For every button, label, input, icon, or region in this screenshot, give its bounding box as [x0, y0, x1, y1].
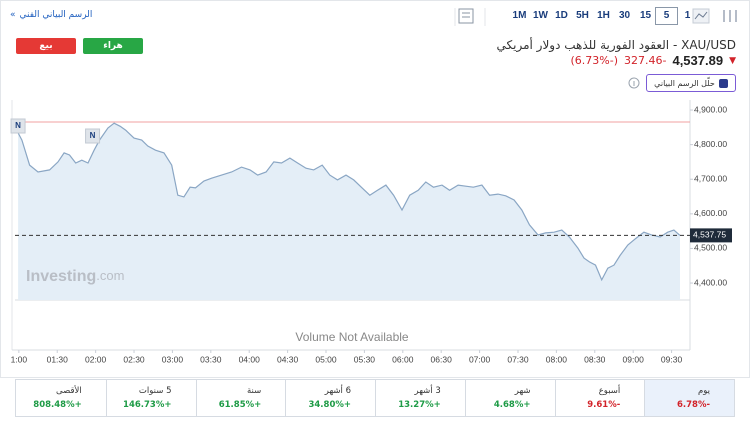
period-change: -9.61%: [587, 400, 621, 410]
interval-button[interactable]: 1W: [533, 10, 548, 21]
performance-cell[interactable]: 3 أشهر +13.27%: [375, 380, 465, 416]
news-marker: [10, 118, 26, 134]
period-label: سنة: [247, 386, 262, 396]
y-tick-label: 4,500.00: [694, 243, 727, 253]
interval-button[interactable]: 1D: [555, 10, 568, 21]
buy-button[interactable]: هراء: [83, 38, 143, 54]
period-change: +34.80%: [308, 400, 351, 410]
period-label: 5 سنوات: [138, 386, 172, 396]
x-tick-label: 05:30: [354, 354, 376, 364]
period-change: +146.73%: [123, 400, 172, 410]
interval-button[interactable]: 30: [618, 10, 631, 21]
x-tick-label: 08:30: [584, 354, 606, 364]
performance-cell[interactable]: 5 سنوات +146.73%: [105, 380, 196, 416]
area-chart-icon-line: [694, 11, 708, 20]
interval-button[interactable]: 5: [655, 7, 678, 25]
x-tick-label: 1:00: [11, 354, 28, 364]
news-marker-label: N: [15, 121, 21, 130]
change-percent: (-6.73%): [570, 54, 618, 67]
interval-button[interactable]: 1H: [597, 10, 610, 21]
x-tick-label: 05:00: [315, 354, 337, 364]
news-marker: [85, 128, 101, 144]
x-tick-label: 03:00: [162, 354, 184, 364]
sell-button[interactable]: بيع: [16, 38, 76, 54]
price-line: ▼ 4,537.89 -327.46 (-6.73%): [570, 53, 736, 68]
volume-note: Volume Not Available: [295, 330, 409, 344]
x-tick-label: 07:30: [507, 354, 529, 364]
performance-cell[interactable]: يوم -6.78%: [644, 380, 734, 416]
price: 4,537.89: [672, 53, 724, 68]
performance-table: يوم -6.78% أسبوع -9.61% شهر +4.68% 3 أشهر +13.2…: [15, 379, 735, 417]
x-tick-label: 04:30: [277, 354, 299, 364]
interval-bar: 1M 1W 1D 5H 1H 30 15 5 1: [509, 7, 698, 25]
x-tick-label: 04:00: [239, 354, 261, 364]
technical-chart-link[interactable]: الرسم البياني الفني »: [10, 10, 92, 20]
period-label: 3 أشهر: [414, 386, 441, 396]
interval-button[interactable]: 5H: [576, 10, 589, 21]
change: -327.46: [623, 54, 667, 67]
performance-cell[interactable]: سنة +61.85%: [195, 380, 286, 416]
area-fill: [18, 123, 681, 300]
x-tick-label: 02:30: [123, 354, 145, 364]
last-price-box: [690, 228, 732, 243]
period-label: أسبوع: [598, 386, 621, 396]
period-change: +808.48%: [33, 400, 82, 410]
performance-cell[interactable]: الأقصى +808.48%: [16, 380, 106, 416]
period-change: +4.68%: [493, 400, 531, 410]
y-tick-label: 4,700.00: [694, 173, 727, 183]
x-tick-label: 09:30: [661, 354, 683, 364]
toolbar-icon[interactable]: [458, 8, 474, 24]
price-line: [17, 122, 681, 282]
period-label: الأقصى: [56, 386, 82, 396]
info-icon[interactable]: [628, 77, 640, 89]
ai-icon: [718, 78, 728, 88]
x-tick-label: 07:00: [469, 354, 491, 364]
y-tick-label: 4,800.00: [694, 139, 727, 149]
interval-button[interactable]: 15: [639, 10, 652, 21]
chart: 4,900.00 4,800.00 4,700.00 4,600.00 4,500.00…: [0, 0, 750, 378]
period-change: -6.78%: [676, 400, 710, 410]
performance-cell[interactable]: 6 أشهر +34.80%: [285, 380, 375, 416]
period-label: 6 أشهر: [324, 386, 351, 396]
x-tick-label: 08:00: [546, 354, 568, 364]
link-text: الرسم البياني الفني: [19, 10, 93, 20]
x-tick-label: 09:00: [623, 354, 645, 364]
x-tick-label: 03:30: [200, 354, 222, 364]
watermark-suffix: .com: [96, 268, 124, 283]
interval-button[interactable]: 1: [684, 10, 691, 21]
y-tick-label: 4,400.00: [694, 277, 727, 287]
y-tick-label: 4,600.00: [694, 208, 727, 218]
watermark: Investing.com: [26, 268, 124, 285]
news-marker-label: N: [90, 131, 96, 140]
period-change: +13.27%: [398, 400, 441, 410]
last-price-label: 4,537.75: [693, 230, 726, 240]
x-tick-label: 02:00: [85, 354, 107, 364]
period-label: شهر: [514, 386, 531, 396]
interval-button[interactable]: 1M: [512, 10, 527, 21]
period-label: يوم: [697, 386, 710, 396]
analyze-button[interactable]: حلّل الرسم البياني: [646, 74, 736, 92]
y-tick-label: 4,900.00: [694, 104, 727, 114]
x-tick-label: 01:30: [47, 354, 69, 364]
performance-cell[interactable]: شهر +4.68%: [464, 380, 555, 416]
performance-cell[interactable]: أسبوع -9.61%: [554, 380, 645, 416]
x-tick-label: 06:00: [392, 354, 414, 364]
analyze-text: حلّل الرسم البياني: [654, 78, 715, 88]
instrument-title: XAU/USD - العقود الفورية للذهب دولار أمر…: [496, 38, 736, 52]
down-arrow: ▼: [729, 55, 736, 66]
watermark-name: Investing: [26, 268, 96, 285]
x-tick-label: 06:30: [431, 354, 453, 364]
link-arrow: »: [10, 10, 16, 20]
period-change: +61.85%: [218, 400, 262, 410]
